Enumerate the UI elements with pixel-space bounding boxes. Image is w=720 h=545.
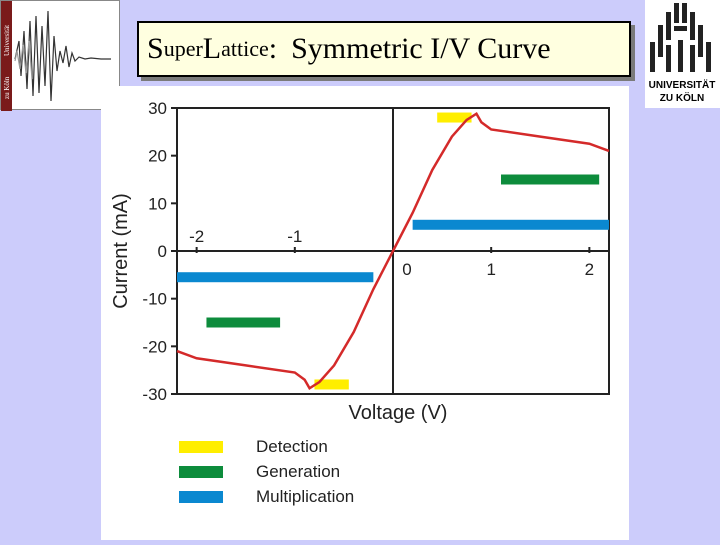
title-text-main: Symmetric I/V Curve [291, 32, 551, 65]
detection-band [437, 112, 472, 123]
generation-band [501, 174, 600, 185]
legend-swatch-detection [179, 441, 223, 453]
y-tick-label: -30 [142, 385, 167, 404]
y-tick-label: 10 [148, 194, 167, 213]
y-tick-label: 20 [148, 147, 167, 166]
title-text-l: L [202, 32, 222, 65]
multiplication-band [412, 219, 609, 230]
figure-panel: 30 20 10 0 -10 -20 -30 -2 -1 0 1 2 Current (mA) Volta… [101, 86, 629, 540]
multiplication-band [177, 272, 374, 283]
title-text-s: S [147, 32, 164, 65]
legend-label-detection: Detection [256, 437, 328, 456]
x-tick-label: 2 [585, 260, 594, 279]
x-tick-label: 1 [486, 260, 495, 279]
detection-band [314, 379, 349, 390]
y-axis-label: Current (mA) [110, 193, 132, 309]
y-tick-label: 30 [148, 99, 167, 118]
logo-right-line2: ZU KÖLN [660, 91, 704, 104]
y-tick-label: 0 [158, 242, 167, 261]
x-tick-label: -1 [287, 227, 302, 246]
logo-right-line1: UNIVERSITÄT [649, 78, 716, 91]
legend-label-multiplication: Multiplication [256, 487, 354, 506]
title-text-colon: : [268, 32, 278, 65]
generation-band [206, 317, 281, 328]
logo-left-text-bottom: zu Köln [3, 76, 11, 99]
x-tick-label: 0 [402, 260, 411, 279]
y-tick-label: -20 [142, 337, 167, 356]
x-tick-label: -2 [189, 227, 204, 246]
legend-label-generation: Generation [256, 462, 340, 481]
y-tick-label: -10 [142, 290, 167, 309]
university-logo-icon: UNIVERSITÄT ZU KÖLN [649, 3, 716, 104]
title-text-attice: attice [221, 36, 269, 61]
x-axis-label: Voltage (V) [349, 402, 448, 424]
signal-icon: Universität zu Köln [1, 1, 111, 111]
logo-left-text-top: Universität [3, 25, 11, 56]
iv-curve-line [176, 111, 610, 391]
title-text-uper: uper [163, 36, 203, 61]
legend-swatch-generation [179, 466, 223, 478]
oscilloscope-trace-icon [14, 10, 111, 102]
superlattice-signal-logo: Universität zu Köln [0, 0, 120, 111]
legend-swatch-multiplication [179, 491, 223, 503]
university-cologne-logo: UNIVERSITÄT ZU KÖLN [645, 0, 720, 108]
